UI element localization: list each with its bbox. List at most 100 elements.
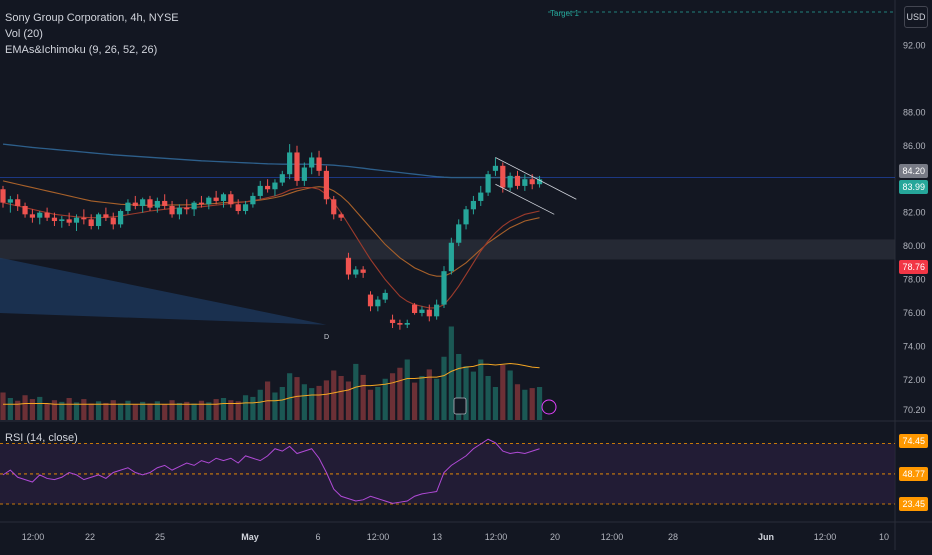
candle-body[interactable] [73, 217, 80, 223]
trendline-upper[interactable] [495, 157, 577, 200]
candle-body[interactable] [206, 197, 212, 205]
volume-bar [0, 392, 6, 420]
volume-bar [103, 402, 109, 420]
candle-body[interactable] [250, 195, 256, 205]
candle-body[interactable] [389, 319, 396, 324]
candle-body[interactable] [367, 294, 374, 307]
candle-body[interactable] [132, 202, 138, 206]
candle-body[interactable] [88, 219, 94, 227]
candle-body[interactable] [331, 199, 337, 215]
rsi-tag-lower: 23.45 [899, 497, 928, 511]
triangle-drawing[interactable] [0, 257, 327, 325]
candle-body[interactable] [470, 200, 476, 210]
volume-bar [426, 369, 432, 420]
candle-body[interactable] [412, 304, 418, 313]
candle-body[interactable] [228, 194, 234, 205]
candle-body[interactable] [448, 242, 454, 272]
candle-body[interactable] [478, 192, 484, 201]
volume-bar [294, 377, 300, 420]
candle-body[interactable] [522, 179, 528, 186]
candle-body[interactable] [360, 269, 366, 273]
time-axis-tick: 12:00 [814, 532, 837, 542]
candle-body[interactable] [463, 209, 469, 225]
candle-body[interactable] [15, 199, 21, 206]
candle-body[interactable] [323, 170, 329, 200]
currency-button[interactable]: USD [904, 6, 928, 28]
candle-body[interactable] [191, 202, 197, 210]
candle-body[interactable] [309, 157, 315, 168]
candle-body[interactable] [492, 165, 499, 171]
candle-body[interactable] [110, 217, 116, 225]
candle-body[interactable] [154, 200, 160, 208]
support-zone[interactable] [0, 239, 895, 260]
candle-body[interactable] [44, 212, 50, 218]
candle-body[interactable] [426, 309, 432, 317]
legend-symbol[interactable]: Sony Group Corporation, 4h, NYSE [5, 12, 179, 24]
candle-body[interactable] [51, 217, 58, 222]
candle-body[interactable] [66, 219, 72, 223]
candle-body[interactable] [59, 219, 65, 222]
candle-body[interactable] [301, 167, 307, 181]
candle-body[interactable] [441, 271, 447, 305]
candle-body[interactable] [220, 194, 227, 201]
candle-body[interactable] [485, 174, 491, 193]
candle-body[interactable] [235, 204, 241, 211]
dividend-marker[interactable]: D [324, 334, 330, 341]
candle-body[interactable] [375, 299, 381, 307]
candle-body[interactable] [382, 292, 388, 300]
volume-bar [397, 367, 403, 420]
legend-emas[interactable]: EMAs&Ichimoku (9, 26, 52, 26) [5, 44, 158, 56]
candle-body[interactable] [529, 179, 535, 185]
trendline-lower[interactable] [495, 183, 555, 215]
legend-rsi[interactable]: RSI (14, close) [5, 432, 78, 444]
candle-body[interactable] [242, 204, 249, 211]
candle-body[interactable] [507, 175, 513, 188]
volume-bar [206, 402, 212, 420]
legend-volume[interactable]: Vol (20) [5, 28, 43, 40]
candle-body[interactable] [125, 202, 131, 211]
candle-body[interactable] [287, 152, 293, 175]
candle-body[interactable] [404, 323, 410, 325]
candle-body[interactable] [279, 174, 285, 183]
candle-body[interactable] [397, 323, 403, 325]
candle-body[interactable] [213, 197, 219, 201]
candle-body[interactable] [536, 179, 543, 185]
candle-body[interactable] [434, 304, 440, 317]
candle-body[interactable] [500, 165, 506, 188]
volume-bar [404, 359, 410, 420]
candle-body[interactable] [81, 217, 87, 220]
candle-body[interactable] [265, 185, 271, 190]
volume-bar [367, 389, 374, 420]
candle-body[interactable] [140, 199, 146, 206]
candle-body[interactable] [419, 309, 425, 313]
volume-bar [162, 404, 168, 420]
candle-body[interactable] [162, 200, 168, 206]
candle-body[interactable] [95, 214, 102, 227]
candle-body[interactable] [294, 152, 300, 181]
candle-body[interactable] [0, 189, 6, 203]
candle-body[interactable] [37, 212, 43, 218]
candle-body[interactable] [118, 210, 124, 225]
event-icon[interactable] [541, 399, 557, 415]
candle-body[interactable] [22, 205, 28, 215]
candle-body[interactable] [514, 175, 521, 186]
candle-body[interactable] [257, 185, 263, 196]
candle-body[interactable] [103, 214, 109, 218]
candle-body[interactable] [184, 207, 190, 210]
candle-body[interactable] [345, 257, 352, 275]
earnings-icon[interactable] [453, 397, 467, 415]
candle-body[interactable] [147, 199, 153, 208]
volume-bar [147, 403, 153, 420]
candle-body[interactable] [338, 214, 344, 218]
candle-body[interactable] [272, 182, 278, 190]
candle-body[interactable] [7, 199, 13, 203]
candle-body[interactable] [316, 157, 322, 171]
candle-body[interactable] [198, 202, 205, 205]
candle-body[interactable] [353, 269, 359, 275]
candle-body[interactable] [176, 207, 182, 215]
candle-body[interactable] [29, 214, 35, 218]
candle-body[interactable] [456, 224, 462, 243]
candle-body[interactable] [169, 205, 175, 215]
